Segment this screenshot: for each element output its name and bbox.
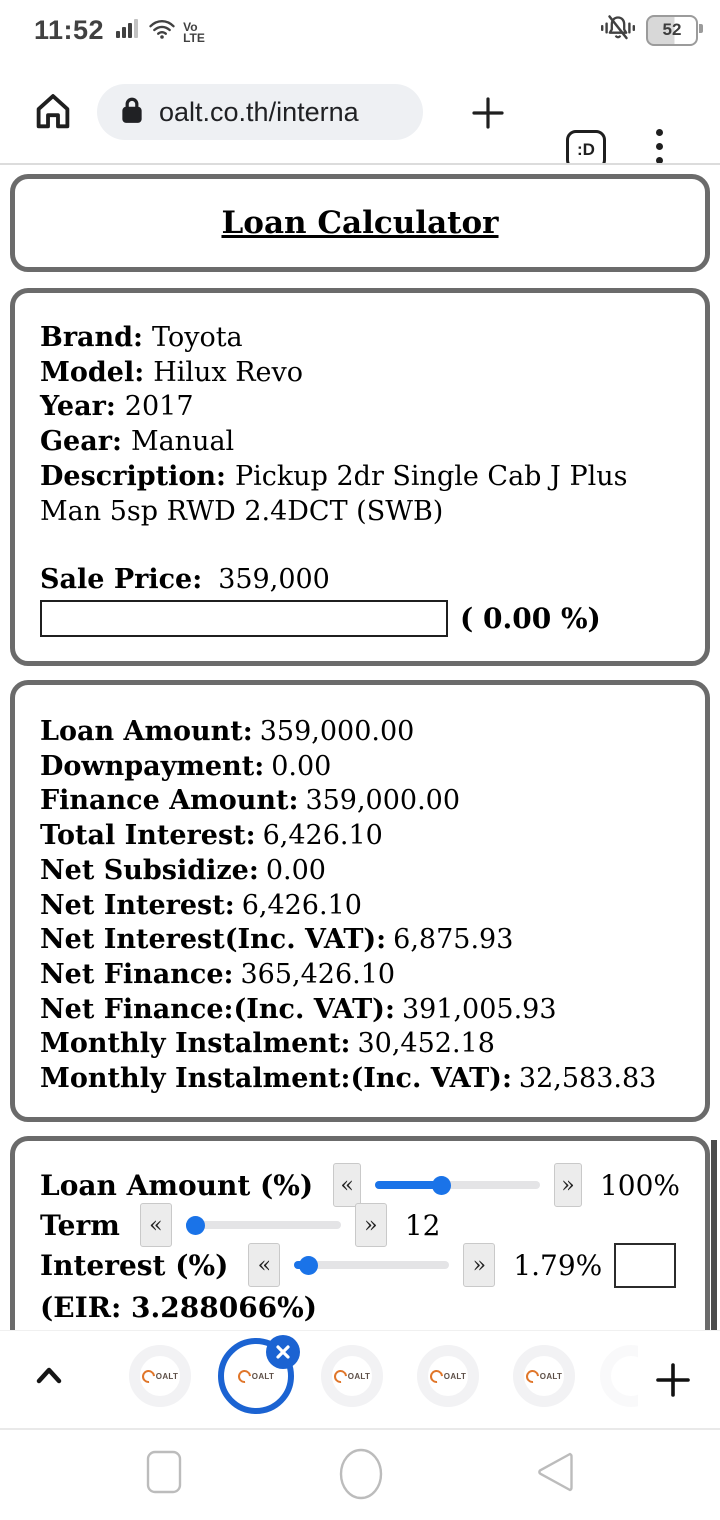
term-increase-button[interactable]: »	[354, 1203, 387, 1247]
summary-row: Net Interest(Inc. VAT): 6,875.93	[40, 924, 514, 956]
interest-slider-row: Interest (%) « » 1.79%	[40, 1242, 680, 1288]
url-bar[interactable]: oalt.co.th/interna	[97, 84, 423, 140]
slider-thumb[interactable]	[299, 1255, 319, 1275]
expand-tabs-chevron-icon[interactable]	[34, 1364, 64, 1392]
summary-row: Net Subsidize: 0.00	[40, 854, 326, 886]
oalt-favicon: OALT	[331, 1366, 370, 1386]
summary-row: Finance Amount: 359,000.00	[40, 785, 461, 817]
partial-tab-thumbnail[interactable]	[600, 1345, 638, 1407]
interest-slider[interactable]	[294, 1255, 450, 1275]
term-slider[interactable]	[185, 1215, 341, 1235]
loan-amount-slider[interactable]	[375, 1175, 540, 1195]
loan-amount-value: 100%	[599, 1168, 680, 1202]
toolbar-divider	[0, 163, 720, 165]
browser-toolbar: oalt.co.th/interna :D	[0, 60, 720, 170]
interest-increase-button[interactable]: »	[463, 1243, 496, 1287]
battery-indicator: 52	[646, 14, 703, 46]
vehicle-panel: Brand: Toyota Model: Hilux Revo Year: 2017 …	[10, 288, 710, 666]
summary-row: Monthly Instalment: 30,452.18	[40, 1028, 495, 1060]
url-text: oalt.co.th/interna	[159, 96, 359, 127]
browser-menu-button[interactable]	[656, 129, 663, 164]
slider-thumb[interactable]	[432, 1175, 452, 1195]
tab-thumbnail[interactable]: OALT	[321, 1345, 383, 1407]
home-nav-button[interactable]	[338, 1448, 384, 1504]
eir-label: (EIR: 3.288066%)	[40, 1291, 318, 1324]
interest-value: 1.79%	[513, 1248, 603, 1282]
close-tab-button[interactable]	[266, 1335, 300, 1369]
discount-percent-label: ( 0.00 %)	[460, 601, 601, 635]
term-decrease-button[interactable]: «	[139, 1203, 172, 1247]
oalt-favicon: OALT	[427, 1366, 466, 1386]
add-tab-button[interactable]	[652, 1359, 694, 1405]
vehicle-year-row: Year: 2017	[40, 391, 194, 423]
interest-decrease-button[interactable]: «	[248, 1243, 281, 1287]
page-scrollbar[interactable]	[711, 1140, 717, 1330]
signal-strength-icon	[114, 14, 141, 46]
vehicle-model-row: Model: Hilux Revo	[40, 356, 304, 388]
sale-price-row: Sale Price: 359,000	[40, 564, 330, 596]
slider-thumb[interactable]	[186, 1215, 206, 1235]
web-page-content: Loan Calculator Brand: Toyota Model: Hilux…	[0, 165, 720, 1330]
lock-icon	[119, 95, 145, 129]
interest-input[interactable]	[614, 1242, 677, 1288]
loan-amount-decrease-button[interactable]: «	[333, 1163, 362, 1207]
summary-row: Loan Amount: 359,000.00	[40, 716, 415, 747]
oalt-favicon: OALT	[235, 1366, 274, 1386]
adjustment-panel: Loan Amount (%) « » 100% Term « » 12	[10, 1136, 710, 1330]
tab-thumbnail[interactable]: OALT	[417, 1345, 479, 1407]
wifi-icon	[148, 17, 176, 46]
tab-thumbnail[interactable]: OALT	[513, 1345, 575, 1407]
summary-row: Net Interest: 6,426.10	[40, 889, 362, 921]
term-value: 12	[404, 1208, 441, 1242]
oalt-favicon: OALT	[523, 1366, 562, 1386]
status-bar: 11:52 Vo LTE 52	[0, 0, 720, 60]
page-title: Loan Calculator	[221, 205, 499, 241]
tab-count-label: :D	[577, 140, 595, 159]
tab-thumbnail[interactable]: OALT	[129, 1345, 191, 1407]
active-tab-thumbnail[interactable]: OALT	[218, 1335, 300, 1414]
vehicle-description-row: Description: Pickup 2dr Single Cab J Plus…	[40, 460, 628, 527]
summary-row: Monthly Instalment:(Inc. VAT): 32,583.83	[40, 1063, 657, 1095]
term-slider-row: Term « » 12	[40, 1203, 680, 1247]
mute-vibrate-icon	[600, 13, 636, 48]
back-button[interactable]	[534, 1448, 576, 1500]
loan-amount-slider-row: Loan Amount (%) « » 100%	[40, 1163, 680, 1207]
discount-input[interactable]	[40, 599, 448, 637]
recents-button[interactable]	[145, 1448, 183, 1500]
clock: 11:52	[34, 14, 105, 45]
vehicle-brand-row: Brand: Toyota	[40, 322, 243, 353]
volte-icon: Vo LTE	[183, 20, 205, 45]
loan-amount-increase-button[interactable]: »	[553, 1163, 582, 1207]
vehicle-gear-row: Gear: Manual	[40, 426, 235, 458]
title-panel: Loan Calculator	[10, 174, 710, 272]
summary-row: Downpayment: 0.00	[40, 750, 332, 782]
oalt-favicon: OALT	[139, 1366, 178, 1386]
home-button[interactable]	[30, 88, 76, 138]
android-nav-bar	[0, 1428, 720, 1520]
tab-strip: OALT OALT OALT OALT OALT	[0, 1330, 720, 1429]
summary-row: Net Finance: 365,426.10	[40, 958, 396, 990]
summary-row: Net Finance:(Inc. VAT): 391,005.93	[40, 993, 557, 1025]
loan-summary-panel: Loan Amount: 359,000.00 Downpayment: 0.00 …	[10, 680, 710, 1122]
new-tab-button[interactable]	[468, 93, 508, 137]
summary-row: Total Interest: 6,426.10	[40, 820, 383, 852]
